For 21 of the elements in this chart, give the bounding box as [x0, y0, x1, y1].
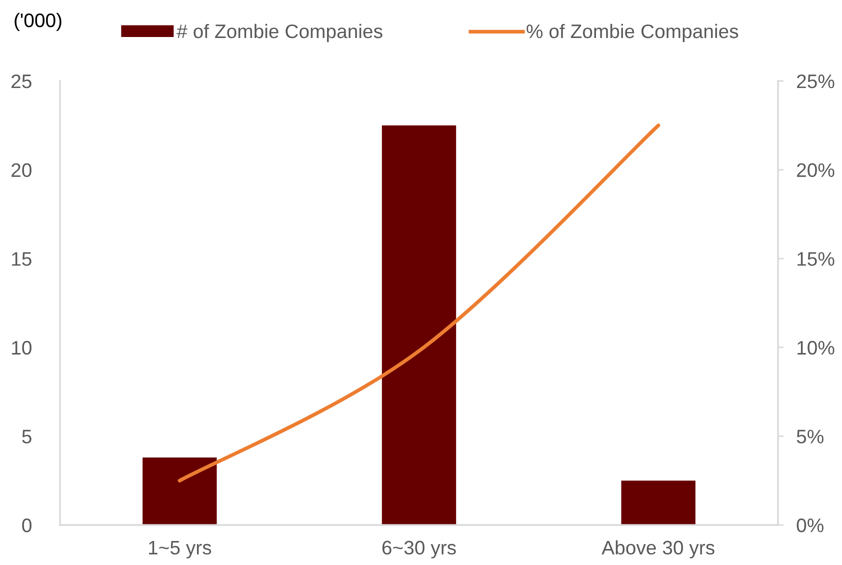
bar: [621, 480, 696, 525]
y-tick-label: 0: [22, 518, 32, 532]
bar: [142, 458, 217, 525]
y2-tick-label: 0%: [796, 518, 824, 532]
y2-tick-label: 10%: [798, 340, 834, 355]
y2-tick-label: 25%: [797, 74, 834, 88]
bar: [382, 125, 456, 525]
y2-tick-label: 15%: [798, 252, 834, 266]
y-tick-label: 20: [12, 163, 32, 178]
y-tick-label: 5: [22, 430, 32, 444]
x-tick-label: 1~5 yrs: [149, 540, 212, 558]
x-tick-label: Above 30 yrs: [602, 540, 714, 558]
y-tick-label: 10: [12, 340, 32, 355]
x-tick-label: 6~30 yrs: [382, 540, 456, 558]
y-tick-label: 15: [12, 252, 32, 266]
y-tick-label: 25: [12, 74, 32, 88]
y2-tick-label: 20%: [797, 163, 834, 178]
y-axis-title: ('000): [14, 12, 62, 32]
y2-tick-label: 5%: [796, 430, 824, 444]
legend-label: % of Zombie Companies: [526, 24, 738, 42]
legend-label: # of Zombie Companies: [176, 24, 382, 42]
